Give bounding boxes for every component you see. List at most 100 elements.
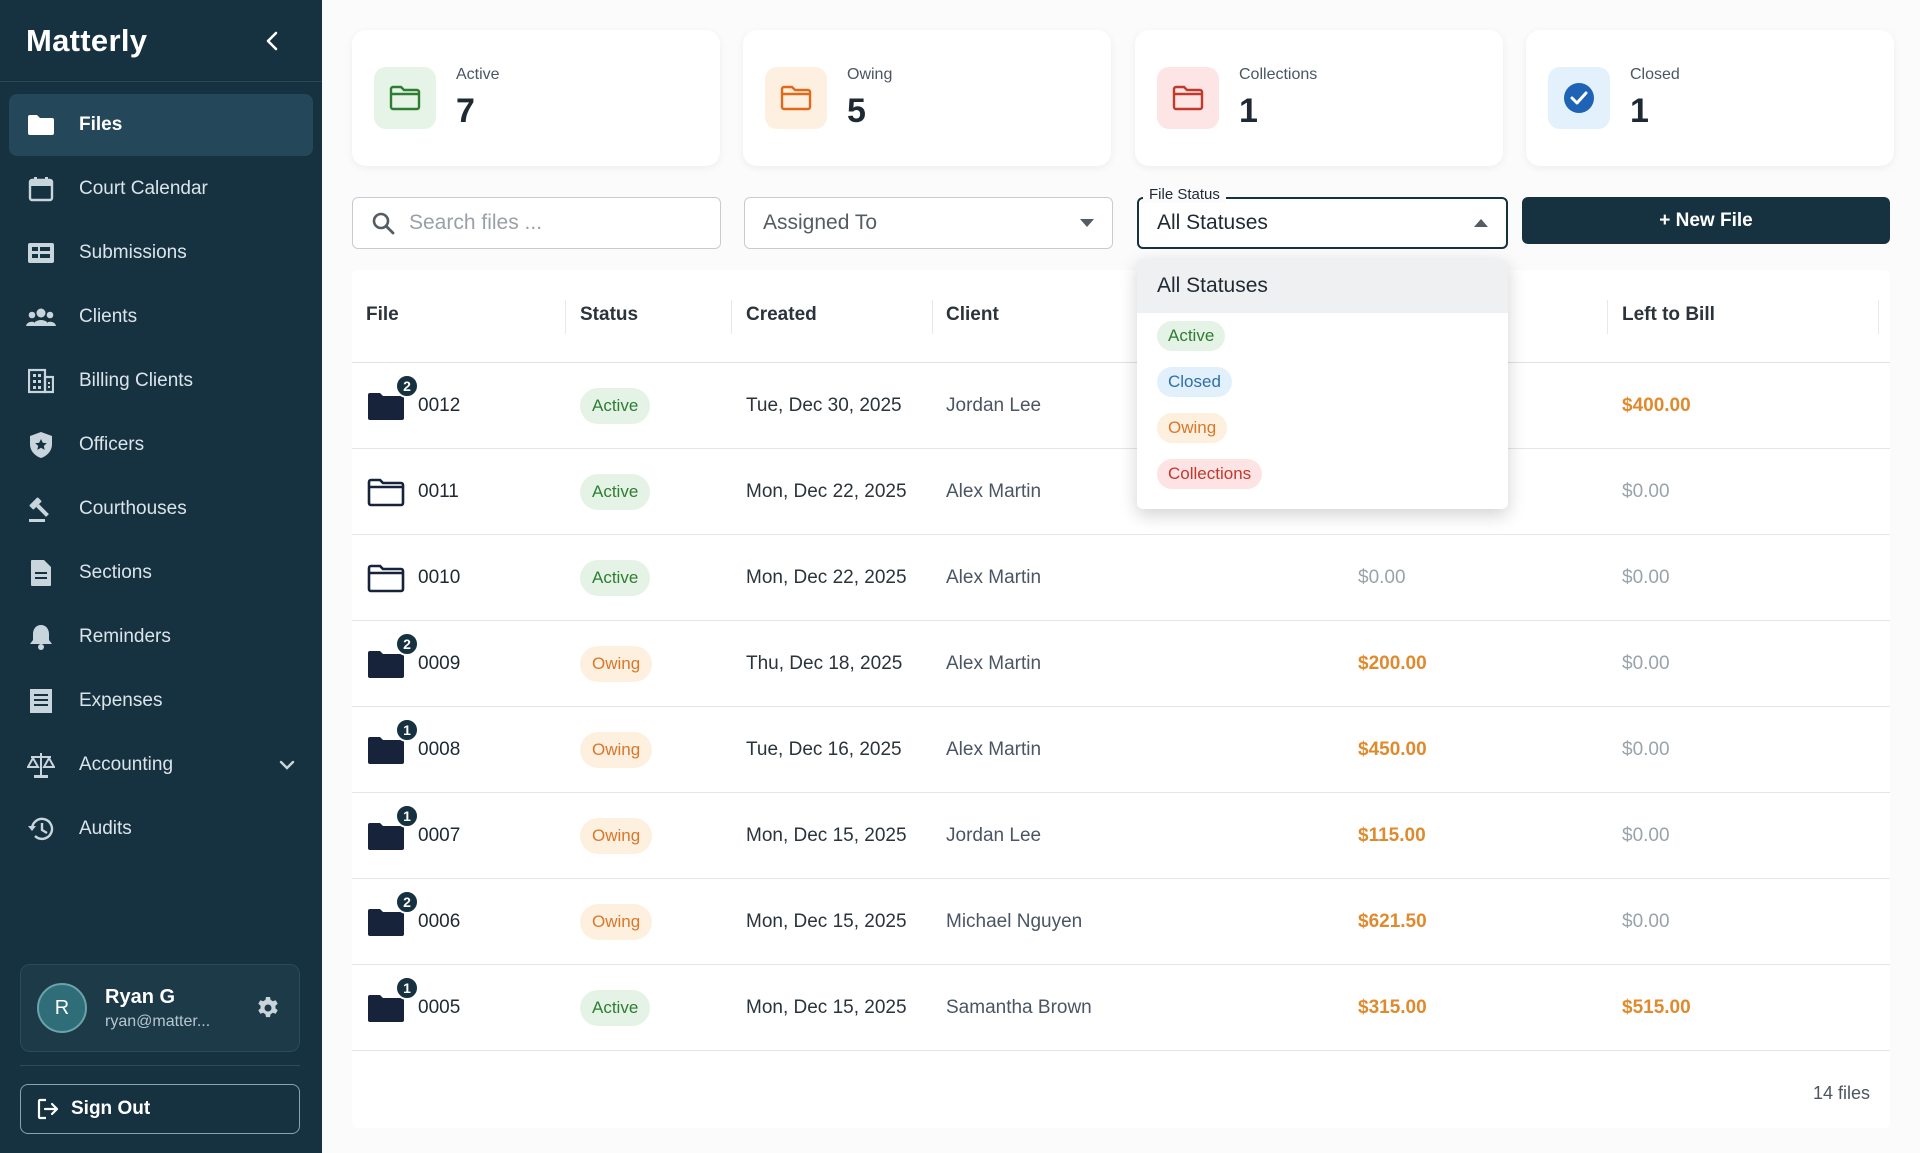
file-number[interactable]: 0005 <box>418 997 461 1018</box>
stat-text: Collections 1 <box>1239 66 1317 131</box>
submissions-icon <box>26 238 56 268</box>
new-file-button[interactable]: + New File <box>1522 197 1890 244</box>
status-option-active[interactable]: Active <box>1137 313 1508 359</box>
settings-button[interactable] <box>253 993 283 1023</box>
file-number[interactable]: 0011 <box>418 481 459 502</box>
folder-wrap: 2 <box>366 890 419 942</box>
stat-card-owing[interactable]: Owing 5 <box>743 30 1111 166</box>
sidebar-item-officers[interactable]: Officers <box>9 414 313 476</box>
folder-outline-icon <box>367 564 405 593</box>
sidebar-item-reminders[interactable]: Reminders <box>9 606 313 668</box>
stat-icon-bg <box>765 67 827 129</box>
column-header-created[interactable]: Created <box>746 304 817 325</box>
file-number[interactable]: 0006 <box>418 911 461 932</box>
table-row[interactable]: 2 0009 Owing Thu, Dec 18, 2025 Alex Mart… <box>352 621 1890 707</box>
client-cell: Jordan Lee <box>946 395 1042 416</box>
sidebar-item-court-calendar[interactable]: Court Calendar <box>9 158 313 220</box>
file-status-value: All Statuses <box>1157 211 1268 234</box>
created-cell: Mon, Dec 15, 2025 <box>746 825 907 846</box>
column-header-left-to-bill[interactable]: Left to Bill <box>1622 304 1715 325</box>
column-divider <box>565 300 566 334</box>
status-cell: Owing <box>580 707 653 793</box>
sidebar-item-submissions[interactable]: Submissions <box>9 222 313 284</box>
status-badge: Active <box>580 560 651 596</box>
table-row[interactable]: 2 0012 Active Tue, Dec 30, 2025 Jordan L… <box>352 363 1890 449</box>
sidebar-item-label: Court Calendar <box>79 178 208 199</box>
left-to-bill-cell: $0.00 <box>1622 481 1670 502</box>
calendar-icon <box>26 174 56 204</box>
receipt-icon <box>26 686 56 716</box>
stat-card-collections[interactable]: Collections 1 <box>1135 30 1503 166</box>
logout-icon <box>37 1098 59 1120</box>
collapse-sidebar-button[interactable] <box>260 29 284 53</box>
file-number[interactable]: 0012 <box>418 395 461 416</box>
chevron-left-icon <box>266 31 278 50</box>
status-option-collections[interactable]: Collections <box>1137 451 1508 497</box>
sidebar-item-sections[interactable]: Sections <box>9 542 313 604</box>
file-cell: 1 0007 <box>366 793 460 879</box>
file-number[interactable]: 0009 <box>418 653 461 674</box>
folder-wrap <box>366 472 406 512</box>
search-input[interactable] <box>409 211 699 235</box>
column-header-status[interactable]: Status <box>580 304 639 325</box>
sidebar-item-accounting[interactable]: Accounting <box>9 734 313 796</box>
table-row[interactable]: 2 0006 Owing Mon, Dec 15, 2025 Michael N… <box>352 879 1890 965</box>
file-status-select[interactable]: All Statuses <box>1137 197 1508 249</box>
file-number[interactable]: 0008 <box>418 739 461 760</box>
sidebar-item-label: Reminders <box>79 626 171 647</box>
client-cell: Alex Martin <box>946 653 1042 674</box>
user-email: ryan@matter... <box>105 1012 211 1030</box>
column-header-client[interactable]: Client <box>946 304 999 325</box>
stat-label: Owing <box>847 65 893 83</box>
stat-card-closed[interactable]: Closed 1 <box>1526 30 1894 166</box>
sidebar-item-files[interactable]: Files <box>9 94 313 156</box>
client-cell: Michael Nguyen <box>946 911 1083 932</box>
status-badge: Active <box>580 388 651 424</box>
sidebar-item-courthouses[interactable]: Courthouses <box>9 478 313 540</box>
assigned-to-label: Assigned To <box>763 211 878 234</box>
owing-cell: $315.00 <box>1358 997 1427 1018</box>
sidebar-item-audits[interactable]: Audits <box>9 798 313 860</box>
left-to-bill-cell: $0.00 <box>1622 653 1670 674</box>
sidebar-item-billing-clients[interactable]: Billing Clients <box>9 350 313 412</box>
count-badge: 2 <box>395 890 419 914</box>
status-option-closed[interactable]: Closed <box>1137 359 1508 405</box>
table-row[interactable]: 0011 Active Mon, Dec 22, 2025 Alex Marti… <box>352 449 1890 535</box>
sidebar-item-label: Officers <box>79 434 145 455</box>
status-option-owing[interactable]: Owing <box>1137 405 1508 451</box>
bell-icon <box>26 622 56 652</box>
brand-row: Matterly <box>0 0 322 82</box>
owing-cell: $621.50 <box>1358 911 1427 932</box>
file-cell: 1 0005 <box>366 965 460 1051</box>
table-row[interactable]: 1 0005 Active Mon, Dec 15, 2025 Samantha… <box>352 965 1890 1051</box>
chevron-down-icon[interactable] <box>275 753 299 777</box>
file-number[interactable]: 0010 <box>418 567 461 588</box>
caret-up-icon <box>1474 219 1488 227</box>
sidebar-item-label: Billing Clients <box>79 370 194 391</box>
search-box[interactable] <box>352 197 721 249</box>
owing-cell: $115.00 <box>1358 825 1426 846</box>
sidebar-item-label: Expenses <box>79 690 163 711</box>
column-header-file[interactable]: File <box>366 304 399 325</box>
status-option-all[interactable]: All Statuses <box>1137 259 1508 313</box>
sign-out-button[interactable]: Sign Out <box>20 1084 300 1134</box>
file-number[interactable]: 0007 <box>418 825 461 846</box>
table-row[interactable]: 1 0008 Owing Tue, Dec 16, 2025 Alex Mart… <box>352 707 1890 793</box>
brand-logo: Matterly <box>26 22 148 58</box>
stat-value: 1 <box>1630 91 1649 130</box>
stat-card-active[interactable]: Active 7 <box>352 30 720 166</box>
table-row[interactable]: 0010 Active Mon, Dec 22, 2025 Alex Marti… <box>352 535 1890 621</box>
file-status-label: File Status <box>1143 186 1226 203</box>
file-count: 14 files <box>1812 1083 1870 1103</box>
history-icon <box>26 814 56 844</box>
building-icon <box>26 366 56 396</box>
sidebar-item-clients[interactable]: Clients <box>9 286 313 348</box>
assigned-to-select[interactable]: Assigned To <box>744 197 1113 249</box>
search-icon <box>372 212 395 235</box>
user-card[interactable]: R Ryan G ryan@matter... <box>20 964 300 1052</box>
table-row[interactable]: 1 0007 Owing Mon, Dec 15, 2025 Jordan Le… <box>352 793 1890 879</box>
folder-outline-icon <box>1172 85 1204 111</box>
sidebar-item-expenses[interactable]: Expenses <box>9 670 313 732</box>
count-badge: 1 <box>395 804 419 828</box>
created-cell: Mon, Dec 15, 2025 <box>746 911 907 932</box>
